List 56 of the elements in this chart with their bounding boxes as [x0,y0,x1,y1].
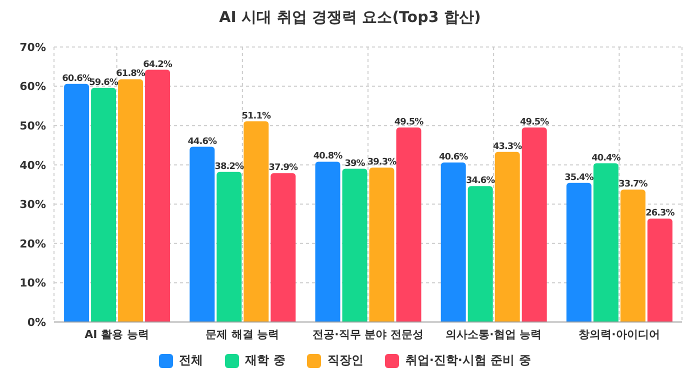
bar [468,186,493,322]
data-label: 34.6% [466,176,496,186]
data-label: 61.8% [116,69,146,80]
x-tick-label: 문제 해결 능력 [206,328,280,341]
data-label: 59.6% [89,78,118,88]
legend-label: 취업·진학·시험 준비 중 [404,352,531,369]
bar [522,128,547,322]
bar [494,152,520,322]
bar [190,146,215,322]
data-label: 44.6% [188,136,217,147]
bar [91,88,116,322]
bar [342,168,368,322]
data-label: 64.2% [143,60,172,70]
data-label: 51.1% [242,111,271,122]
legend-label: 전체 [178,352,204,369]
legend-label: 직장인 [326,352,364,369]
data-label: 35.4% [564,172,594,183]
y-tick-label: 40% [20,158,46,172]
y-tick-label: 70% [20,40,46,54]
bar [64,84,90,322]
data-label: 49.5% [520,118,550,128]
x-tick-label: 창의력·아이디어 [578,328,660,341]
data-label: 40.6% [438,152,468,162]
y-tick-label: 10% [20,276,46,290]
bar [145,70,170,322]
data-label: 26.3% [646,208,675,219]
data-label: 49.5% [394,118,424,128]
bar [244,121,269,322]
y-tick-label: 20% [20,237,46,250]
data-label: 39.3% [367,158,397,168]
data-label: 37.9% [268,163,298,174]
x-tick-label: AI 활용 능력 [84,328,149,341]
data-label: 40.4% [592,153,621,164]
bar [369,168,394,322]
bar [315,162,340,322]
legend-label: 재학 중 [244,352,286,369]
bar [440,162,466,322]
bar [396,128,422,322]
bar [620,190,646,322]
bar [593,163,618,322]
y-tick-label: 30% [20,198,46,212]
data-label: 43.3% [492,142,522,152]
x-tick-label: 의사소통·협업 능력 [446,328,542,341]
bar [647,218,672,322]
data-label: 40.8% [313,152,343,162]
y-tick-label: 50% [20,119,46,132]
bar [216,172,242,322]
chart-title: AI 시대 취업 경쟁력 요소(Top3 합산) [218,8,482,27]
bar [118,79,144,322]
y-tick-label: 0% [27,316,46,329]
bar [566,182,592,322]
bar [270,173,296,322]
data-label: 39% [344,158,366,169]
y-tick-label: 60% [20,80,46,94]
data-label: 33.7% [618,180,648,190]
x-tick-label: 전공·직무 분야 전문성 [312,328,424,341]
